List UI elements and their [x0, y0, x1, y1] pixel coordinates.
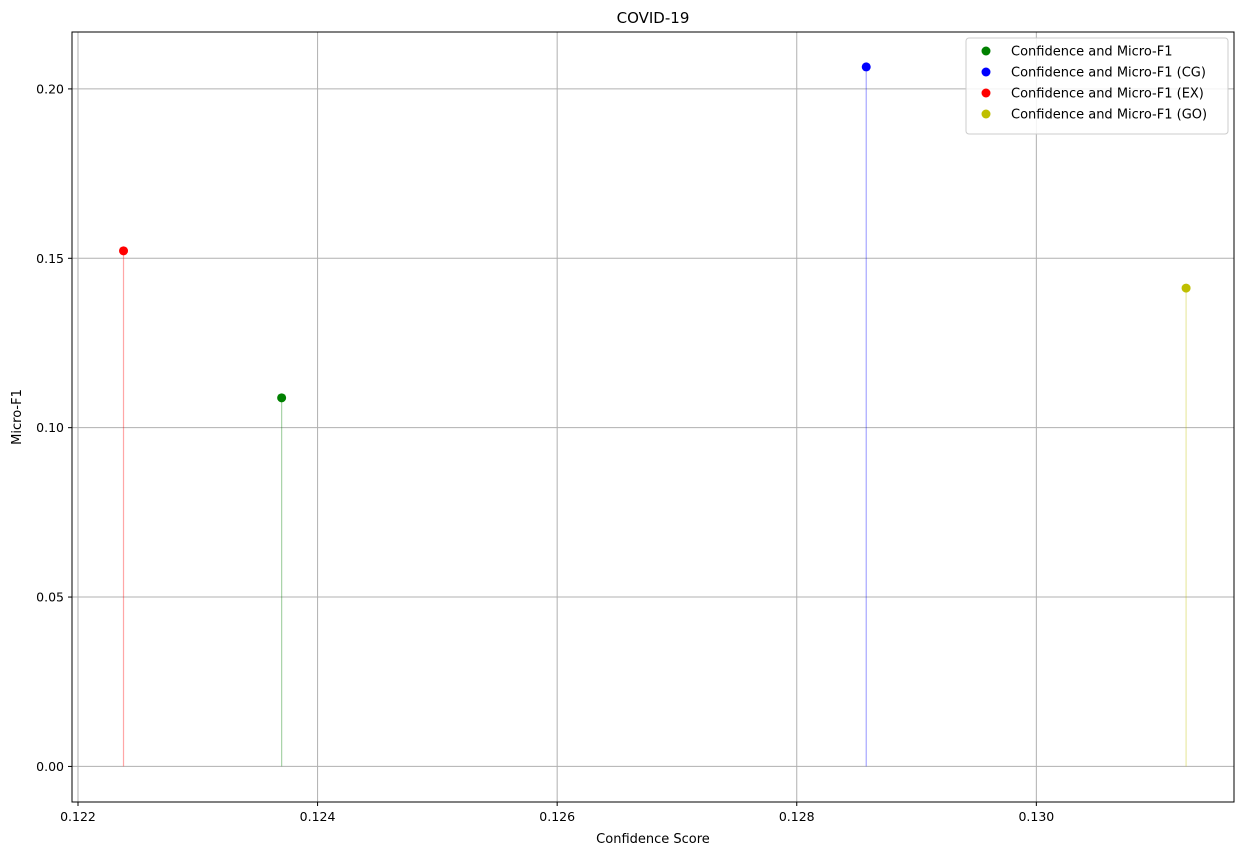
- y-tick-label: 0.10: [36, 420, 64, 435]
- legend-marker-0: [981, 46, 991, 56]
- legend-label-0: Confidence and Micro-F1: [1011, 45, 1172, 60]
- x-tick-label: 0.130: [1018, 809, 1054, 824]
- x-axis-ticks: 0.122 0.124 0.126 0.128 0.130: [60, 802, 1054, 824]
- legend-marker-2: [981, 88, 991, 98]
- y-axis-label: Micro-F1: [10, 389, 25, 445]
- data-point-3: [1181, 283, 1191, 293]
- grid: [72, 32, 1234, 802]
- plot-frame: [71, 31, 1235, 803]
- y-tick-label: 0.15: [36, 251, 64, 266]
- data-point-2: [119, 246, 129, 256]
- y-tick-label: 0.00: [36, 759, 64, 774]
- x-tick-label: 0.122: [60, 809, 96, 824]
- legend-box: [965, 37, 1229, 135]
- legend-label-1: Confidence and Micro-F1 (CG): [1011, 66, 1206, 81]
- legend-marker-3: [981, 109, 991, 119]
- y-tick-label: 0.20: [36, 81, 64, 96]
- legend-label-2: Confidence and Micro-F1 (EX): [1011, 87, 1204, 102]
- stems: [122, 66, 1187, 767]
- y-axis-ticks: 0.00 0.05 0.10 0.15 0.20: [36, 81, 72, 774]
- data-points: [119, 62, 1191, 403]
- x-axis-label: Confidence Score: [596, 832, 710, 847]
- data-point-0: [277, 393, 287, 403]
- x-tick-label: 0.128: [779, 809, 815, 824]
- legend-marker-1: [981, 67, 991, 77]
- x-tick-label: 0.126: [539, 809, 575, 824]
- legend-label-3: Confidence and Micro-F1 (GO): [1011, 108, 1207, 123]
- legend: Confidence and Micro-F1 Confidence and Mi…: [965, 37, 1229, 135]
- x-tick-label: 0.124: [300, 809, 336, 824]
- chart-title: COVID-19: [617, 9, 690, 27]
- y-tick-label: 0.05: [36, 590, 64, 605]
- data-point-1: [861, 62, 871, 72]
